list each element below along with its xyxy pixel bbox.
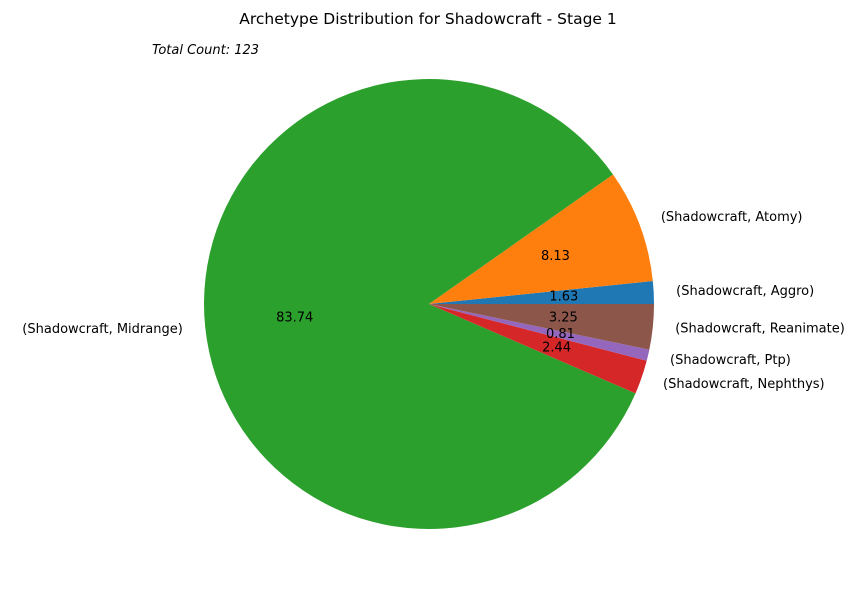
pie-slice-shadowcraft-aggro	[429, 280, 654, 304]
percentage-labels: 1.63 8.13 83.74 2.440.81 3.25	[276, 249, 578, 355]
pie-slice-shadowcraft-nephthys	[429, 304, 647, 394]
slice-label-shadowcraft-atomy: (Shadowcraft, Atomy)	[661, 210, 803, 225]
pct-label-shadowcraft-aggro: 1.63	[549, 290, 578, 305]
pct-label-shadowcraft-midrange: 83.74	[276, 310, 313, 325]
pct-label-shadowcraft-ptp: 0.81	[546, 327, 575, 342]
slice-label-shadowcraft-aggro: (Shadowcraft, Aggro)	[676, 284, 814, 299]
chart-title: Archetype Distribution for Shadowcraft -…	[239, 10, 617, 28]
slice-label-shadowcraft-ptp: (Shadowcraft, Ptp)	[670, 353, 791, 368]
slice-label-shadowcraft-nephthys: (Shadowcraft, Nephthys)	[663, 377, 825, 392]
slice-labels: (Shadowcraft, Aggro) (Shadowcraft, Atomy)…	[22, 210, 845, 392]
pct-label-shadowcraft-nephthys: 2.44	[542, 340, 571, 355]
slice-label-shadowcraft-midrange: (Shadowcraft, Midrange)	[22, 322, 183, 337]
pct-label-shadowcraft-atomy: 8.13	[541, 249, 570, 264]
pct-label-shadowcraft-reanimate: 3.25	[549, 310, 578, 325]
pie-slice-shadowcraft-reanimate	[429, 304, 654, 350]
pie-slices	[204, 78, 654, 530]
total-count-annotation: Total Count: 123	[152, 43, 259, 58]
slice-label-shadowcraft-reanimate: (Shadowcraft, Reanimate)	[675, 322, 845, 337]
pie-slice-shadowcraft-atomy	[429, 174, 653, 304]
pie-slice-shadowcraft-ptp	[429, 304, 650, 361]
pie-slice-shadowcraft-midrange	[204, 78, 636, 530]
